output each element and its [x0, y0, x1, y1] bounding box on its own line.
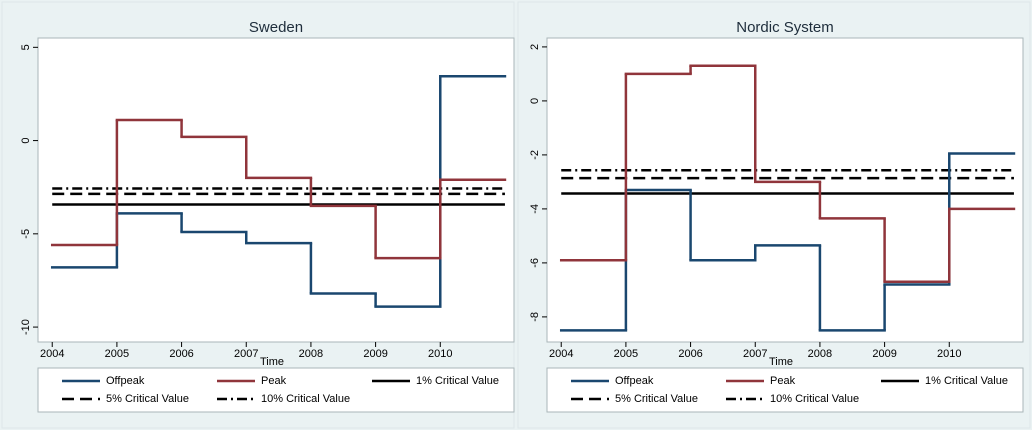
- plot-area: [37, 37, 515, 343]
- x-tick-label: 2007: [743, 348, 767, 360]
- legend-label: 10% Critical Value: [261, 393, 350, 405]
- legend-item: Peak: [217, 375, 287, 387]
- legend-label: 1% Critical Value: [925, 375, 1008, 387]
- chart-panel: Sweden 5 0 -5 -10 2004 2005 2006 2007 2008 2009 201…: [1, 1, 515, 429]
- legend-item: 10% Critical Value: [726, 393, 859, 405]
- legend-item: 5% Critical Value: [571, 393, 698, 405]
- y-tick-label: 2: [529, 44, 541, 50]
- x-tick-label: 2005: [614, 348, 638, 360]
- x-tick-label: 2005: [105, 348, 129, 360]
- legend-label: 1% Critical Value: [416, 375, 499, 387]
- legend-item: 1% Critical Value: [372, 375, 499, 387]
- x-axis-title: Time: [769, 356, 793, 368]
- legend-label: 10% Critical Value: [770, 393, 859, 405]
- x-tick-label: 2010: [428, 348, 452, 360]
- chart-title: Sweden: [249, 19, 303, 36]
- x-tick-label: 2007: [234, 348, 258, 360]
- plot-area: [546, 37, 1024, 343]
- legend-label: Offpeak: [106, 375, 145, 387]
- chart-panel: Nordic System 2 0 -2 -4 -6 -8 2004 2005 2006 2007 2…: [517, 1, 1031, 429]
- x-tick-label: 2006: [678, 348, 702, 360]
- x-tick-label: 2008: [299, 348, 323, 360]
- legend-item: 5% Critical Value: [62, 393, 189, 405]
- x-tick-label: 2009: [872, 348, 896, 360]
- panel-frame: [517, 1, 1031, 429]
- x-tick-label: 2010: [937, 348, 961, 360]
- x-axis-title: Time: [260, 356, 284, 368]
- legend-item: Offpeak: [571, 375, 654, 387]
- legend-item: Peak: [726, 375, 796, 387]
- y-tick-label: -2: [529, 150, 541, 160]
- x-tick-label: 2009: [363, 348, 387, 360]
- x-tick-label: 2004: [549, 348, 573, 360]
- y-tick-label: -10: [20, 319, 32, 335]
- y-tick-label: -4: [529, 204, 541, 214]
- legend-label: 5% Critical Value: [615, 393, 698, 405]
- y-tick-label: -8: [529, 312, 541, 322]
- y-tick-label: 5: [20, 44, 32, 50]
- legend-label: 5% Critical Value: [106, 393, 189, 405]
- legend-box: [37, 367, 515, 413]
- chart-title: Nordic System: [736, 19, 834, 36]
- legend-item: 10% Critical Value: [217, 393, 350, 405]
- legend-item: Offpeak: [62, 375, 145, 387]
- legend-label: Offpeak: [615, 375, 654, 387]
- y-tick-label: 0: [20, 138, 32, 144]
- x-tick-label: 2008: [808, 348, 832, 360]
- y-tick-label: -5: [20, 229, 32, 239]
- legend-box: [546, 367, 1024, 413]
- legend-label: Peak: [770, 375, 796, 387]
- y-tick-label: 0: [529, 98, 541, 104]
- legend-item: 1% Critical Value: [881, 375, 1008, 387]
- x-tick-label: 2006: [169, 348, 193, 360]
- x-tick-label: 2004: [40, 348, 64, 360]
- legend-label: Peak: [261, 375, 287, 387]
- y-tick-label: -6: [529, 258, 541, 268]
